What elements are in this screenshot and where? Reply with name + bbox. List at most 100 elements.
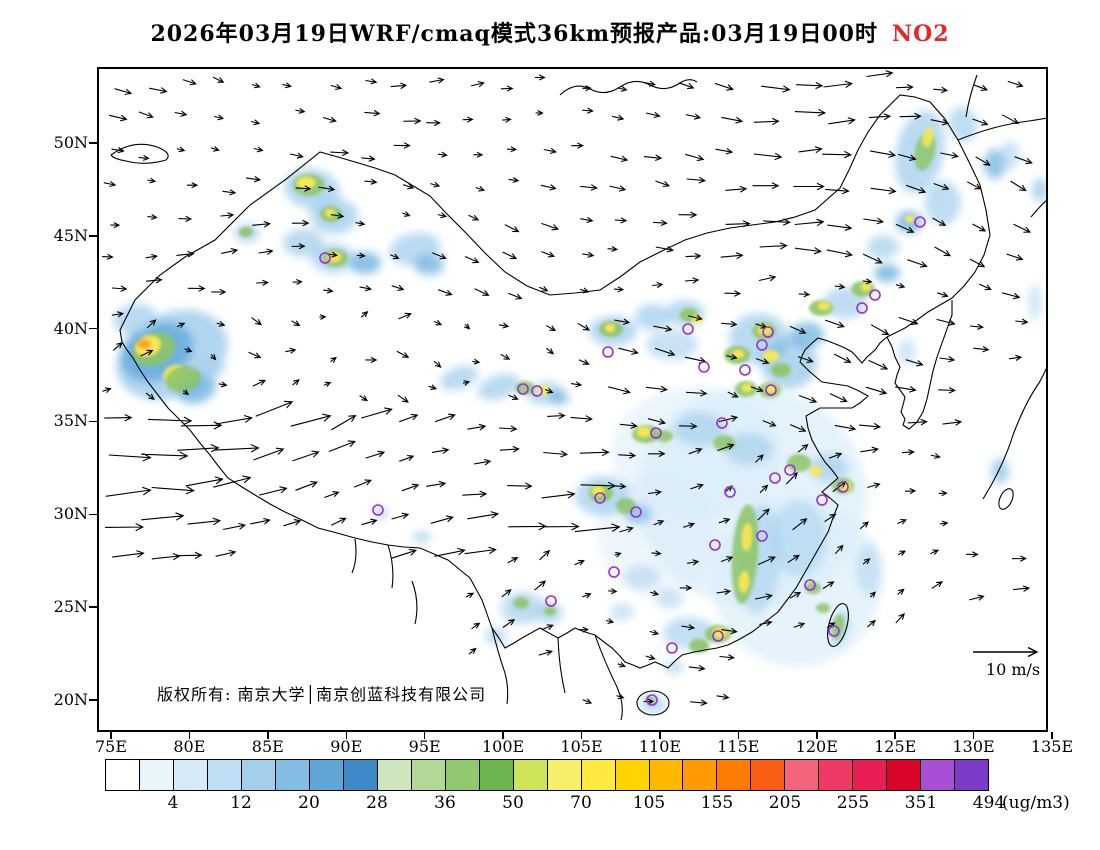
lon-tick	[972, 732, 975, 739]
colorbar-cell	[649, 760, 684, 790]
lon-label: 135E	[1030, 737, 1074, 756]
lon-tick	[1051, 732, 1053, 739]
lon-tick	[816, 732, 818, 739]
lon-label: 105E	[560, 737, 603, 756]
city-marker	[804, 579, 816, 591]
lat-label: 20N	[53, 689, 88, 709]
title-text: 2026年03月19日WRF/cmaq模式36km预报产品:03月19日00时	[150, 21, 878, 47]
lon-label: 75E	[94, 737, 128, 756]
colorbar-tick-label: 494	[972, 793, 1006, 813]
city-markers	[319, 216, 926, 706]
colorbar-cell	[819, 760, 854, 790]
colorbar-tick-label: 4	[167, 793, 179, 813]
laos-border-line	[557, 637, 566, 694]
lon-label: 90E	[330, 737, 363, 756]
lat-tick	[89, 606, 97, 608]
colorbar-cell	[173, 760, 208, 790]
colorbar	[105, 759, 989, 791]
colorbar-tick-label: 70	[570, 793, 592, 813]
city-marker	[828, 625, 840, 637]
concentration-field-broad	[113, 106, 1048, 713]
lon-label: 80E	[173, 737, 206, 756]
colorbar-cell	[683, 760, 718, 790]
lon-label: 100E	[481, 737, 525, 756]
myanmar-coast	[491, 627, 509, 705]
hainan-island	[636, 690, 670, 716]
lon-label: 120E	[795, 737, 838, 756]
city-marker	[650, 427, 662, 439]
lon-tick	[110, 732, 112, 739]
city-marker	[517, 383, 529, 395]
colorbar-tick-label: 12	[230, 793, 252, 813]
city-marker	[545, 595, 557, 607]
city-marker	[914, 216, 926, 228]
colorbar-tick-label: 28	[366, 793, 388, 813]
colorbar-cell	[139, 760, 174, 790]
map-canvas	[97, 67, 1048, 732]
copyright-text: 版权所有: 南京大学│南京创蓝科技有限公司	[157, 685, 487, 704]
colorbar-cell	[309, 760, 344, 790]
lon-tick	[737, 732, 740, 739]
lat-label: 30N	[53, 504, 88, 524]
colorbar-cell	[275, 760, 310, 790]
city-marker	[769, 472, 781, 484]
forecast-map: 版权所有: 南京大学│南京创蓝科技有限公司 10 m/s	[97, 67, 1048, 732]
wind-scale-label: 10 m/s	[985, 660, 1041, 679]
colorbar-cell	[207, 760, 242, 790]
colorbar-tick-label: 255	[836, 793, 870, 813]
vietnam-border-line	[594, 634, 623, 721]
city-marker	[630, 506, 642, 518]
colorbar-cell	[581, 760, 616, 790]
city-marker	[319, 252, 331, 264]
city-marker	[784, 464, 796, 476]
city-marker	[602, 346, 614, 358]
lon-label: 85E	[251, 737, 284, 756]
lat-label: 50N	[53, 133, 88, 152]
lon-label: 110E	[638, 737, 682, 756]
colorbar-cell	[955, 760, 989, 790]
city-marker	[698, 361, 710, 373]
concentration-field-cores	[132, 127, 936, 704]
city-marker	[594, 492, 606, 504]
colorbar-cell	[377, 760, 412, 790]
city-marker	[756, 339, 768, 351]
city-marker	[837, 481, 849, 493]
city-marker	[666, 642, 678, 654]
colorbar-cell	[615, 760, 650, 790]
sakhalin-coast	[965, 74, 978, 118]
lon-tick	[894, 732, 896, 739]
lon-label: 95E	[408, 737, 441, 756]
colorbar-cell	[785, 760, 820, 790]
colorbar-cell	[751, 760, 786, 790]
lake-balkhash	[110, 143, 169, 164]
city-marker	[372, 504, 384, 516]
colorbar-cell	[717, 760, 752, 790]
pollutant-label: NO2	[891, 21, 950, 47]
colorbar-cell	[241, 760, 276, 790]
lat-tick	[89, 142, 97, 144]
lat-tick	[89, 513, 97, 516]
lat-tick	[89, 235, 97, 237]
lon-label: 130E	[952, 737, 995, 756]
lon-tick	[423, 732, 426, 739]
city-marker	[531, 385, 543, 397]
korea-peninsula-coast	[886, 300, 953, 430]
colorbar-cell	[106, 760, 140, 790]
lat-label: 40N	[53, 318, 88, 338]
lat-tick	[89, 327, 97, 330]
colorbar-cell	[513, 760, 548, 790]
colorbar-tick-label: 36	[434, 793, 456, 813]
taiwan-island	[827, 603, 849, 647]
russia-northeast-coast	[957, 117, 1048, 141]
lon-label: 125E	[874, 737, 917, 756]
colorbar-unit-label: (ug/m3)	[1002, 793, 1070, 813]
colorbar-cell	[547, 760, 582, 790]
japan-coast	[982, 364, 1048, 500]
lat-tick	[89, 420, 97, 423]
city-marker	[762, 326, 774, 338]
colorbar-cell	[445, 760, 480, 790]
city-marker	[816, 494, 828, 506]
city-marker	[716, 417, 728, 429]
city-marker	[646, 694, 658, 706]
